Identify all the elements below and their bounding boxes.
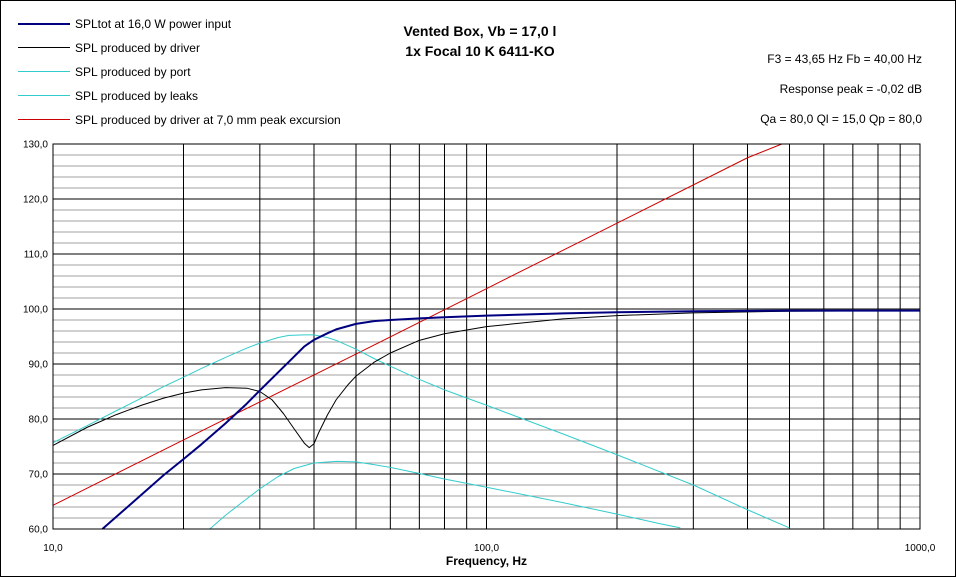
legend-swatch-leaks <box>18 95 70 96</box>
y-tick-label: 70,0 <box>29 470 49 481</box>
grid <box>53 144 920 529</box>
y-tick-label: 80,0 <box>29 415 49 426</box>
chart-title-line-2: 1x Focal 10 K 6411-KO <box>405 43 555 59</box>
y-tick-label: 120,0 <box>23 195 48 206</box>
x-axis-label: Frequency, Hz <box>446 554 527 568</box>
legend-label-excursion: SPL produced by driver at 7,0 mm peak ex… <box>75 113 341 127</box>
legend-label-spltot: SPLtot at 16,0 W power input <box>75 17 232 31</box>
info-response-peak: Response peak = -0,02 dB <box>779 82 922 96</box>
y-tick-label: 130,0 <box>23 140 48 151</box>
y-tick-label: 60,0 <box>29 525 49 536</box>
series-line-port <box>53 334 790 529</box>
y-tick-label: 90,0 <box>29 360 49 371</box>
series-line-leaks <box>209 460 681 529</box>
legend-label-port: SPL produced by port <box>75 65 191 79</box>
x-tick-label: 10,0 <box>43 543 63 554</box>
legend-swatch-spltot <box>18 23 70 25</box>
plot-border <box>52 143 921 530</box>
info-f3-fb: F3 = 43,65 Hz Fb = 40,00 Hz <box>767 52 922 66</box>
legend-swatch-excursion <box>18 119 70 120</box>
x-tick-label: 1000,0 <box>905 543 936 554</box>
legend-swatch-port <box>18 71 70 72</box>
series-line-spltot <box>101 309 920 529</box>
x-tick-label: 100,0 <box>474 543 499 554</box>
legend-swatch-driver <box>18 47 70 48</box>
chart-title-line-1: Vented Box, Vb = 17,0 l <box>403 23 557 39</box>
y-tick-label: 100,0 <box>23 305 48 316</box>
y-tick-label: 110,0 <box>24 250 49 261</box>
series-line-excursion <box>53 144 783 506</box>
info-q-values: Qa = 80,0 Ql = 15,0 Qp = 80,0 <box>760 112 922 126</box>
series-line-driver <box>53 310 920 449</box>
legend-label-driver: SPL produced by driver <box>75 41 200 55</box>
legend-label-leaks: SPL produced by leaks <box>75 89 198 103</box>
